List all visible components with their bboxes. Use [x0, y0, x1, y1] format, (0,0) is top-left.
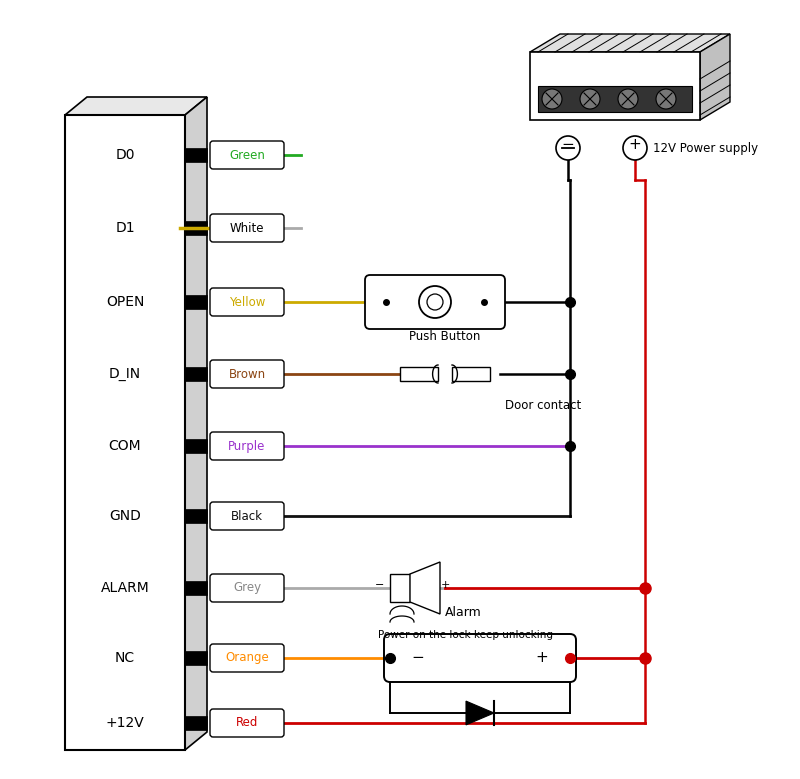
Polygon shape [65, 97, 207, 115]
Text: +: + [440, 580, 450, 590]
Text: +: + [536, 650, 548, 665]
Circle shape [623, 136, 647, 160]
Polygon shape [185, 651, 207, 665]
Polygon shape [185, 97, 207, 750]
Polygon shape [410, 562, 440, 614]
FancyBboxPatch shape [210, 574, 284, 602]
Text: Door contact: Door contact [505, 399, 582, 412]
Text: Brown: Brown [229, 368, 266, 380]
Polygon shape [65, 115, 185, 750]
FancyBboxPatch shape [210, 288, 284, 316]
Text: Orange: Orange [225, 651, 269, 664]
Text: +12V: +12V [106, 716, 144, 730]
Polygon shape [185, 295, 207, 309]
Polygon shape [530, 52, 700, 120]
Text: Power on the lock keep unlocking: Power on the lock keep unlocking [378, 630, 553, 640]
Text: Yellow: Yellow [229, 295, 265, 308]
FancyBboxPatch shape [384, 634, 576, 682]
Circle shape [542, 89, 562, 109]
Text: 12V Power supply: 12V Power supply [653, 142, 758, 154]
Polygon shape [185, 148, 207, 162]
Text: Alarm: Alarm [445, 606, 482, 619]
Polygon shape [185, 581, 207, 595]
Text: Black: Black [231, 509, 263, 523]
FancyBboxPatch shape [210, 432, 284, 460]
FancyBboxPatch shape [400, 367, 438, 381]
Circle shape [427, 294, 443, 310]
Text: OPEN: OPEN [106, 295, 144, 309]
Text: −: − [562, 136, 574, 151]
Circle shape [419, 286, 451, 318]
Polygon shape [185, 509, 207, 523]
Polygon shape [466, 701, 494, 725]
Polygon shape [700, 34, 730, 120]
Polygon shape [185, 367, 207, 381]
Text: COM: COM [109, 439, 142, 453]
Text: D_IN: D_IN [109, 367, 141, 381]
Text: D0: D0 [115, 148, 134, 162]
Text: White: White [230, 221, 264, 234]
Text: Red: Red [236, 717, 258, 729]
FancyBboxPatch shape [210, 360, 284, 388]
FancyBboxPatch shape [210, 644, 284, 672]
Text: Purple: Purple [228, 439, 266, 453]
Text: −: − [375, 580, 385, 590]
FancyBboxPatch shape [210, 141, 284, 169]
Text: Grey: Grey [233, 581, 261, 594]
FancyBboxPatch shape [210, 502, 284, 530]
FancyBboxPatch shape [210, 214, 284, 242]
FancyBboxPatch shape [365, 275, 505, 329]
Polygon shape [390, 574, 410, 602]
Polygon shape [185, 716, 207, 730]
FancyBboxPatch shape [452, 367, 490, 381]
Text: −: − [412, 650, 424, 665]
Circle shape [580, 89, 600, 109]
Circle shape [656, 89, 676, 109]
Circle shape [556, 136, 580, 160]
Text: GND: GND [109, 509, 141, 523]
Polygon shape [530, 34, 730, 52]
Text: Green: Green [229, 149, 265, 161]
Text: ALARM: ALARM [101, 581, 150, 595]
FancyBboxPatch shape [210, 709, 284, 737]
Text: NC: NC [115, 651, 135, 665]
Text: +: + [629, 136, 642, 151]
Polygon shape [185, 221, 207, 235]
FancyBboxPatch shape [538, 86, 692, 112]
Polygon shape [185, 439, 207, 453]
Text: Push Button: Push Button [410, 330, 481, 343]
Text: D1: D1 [115, 221, 135, 235]
Circle shape [618, 89, 638, 109]
